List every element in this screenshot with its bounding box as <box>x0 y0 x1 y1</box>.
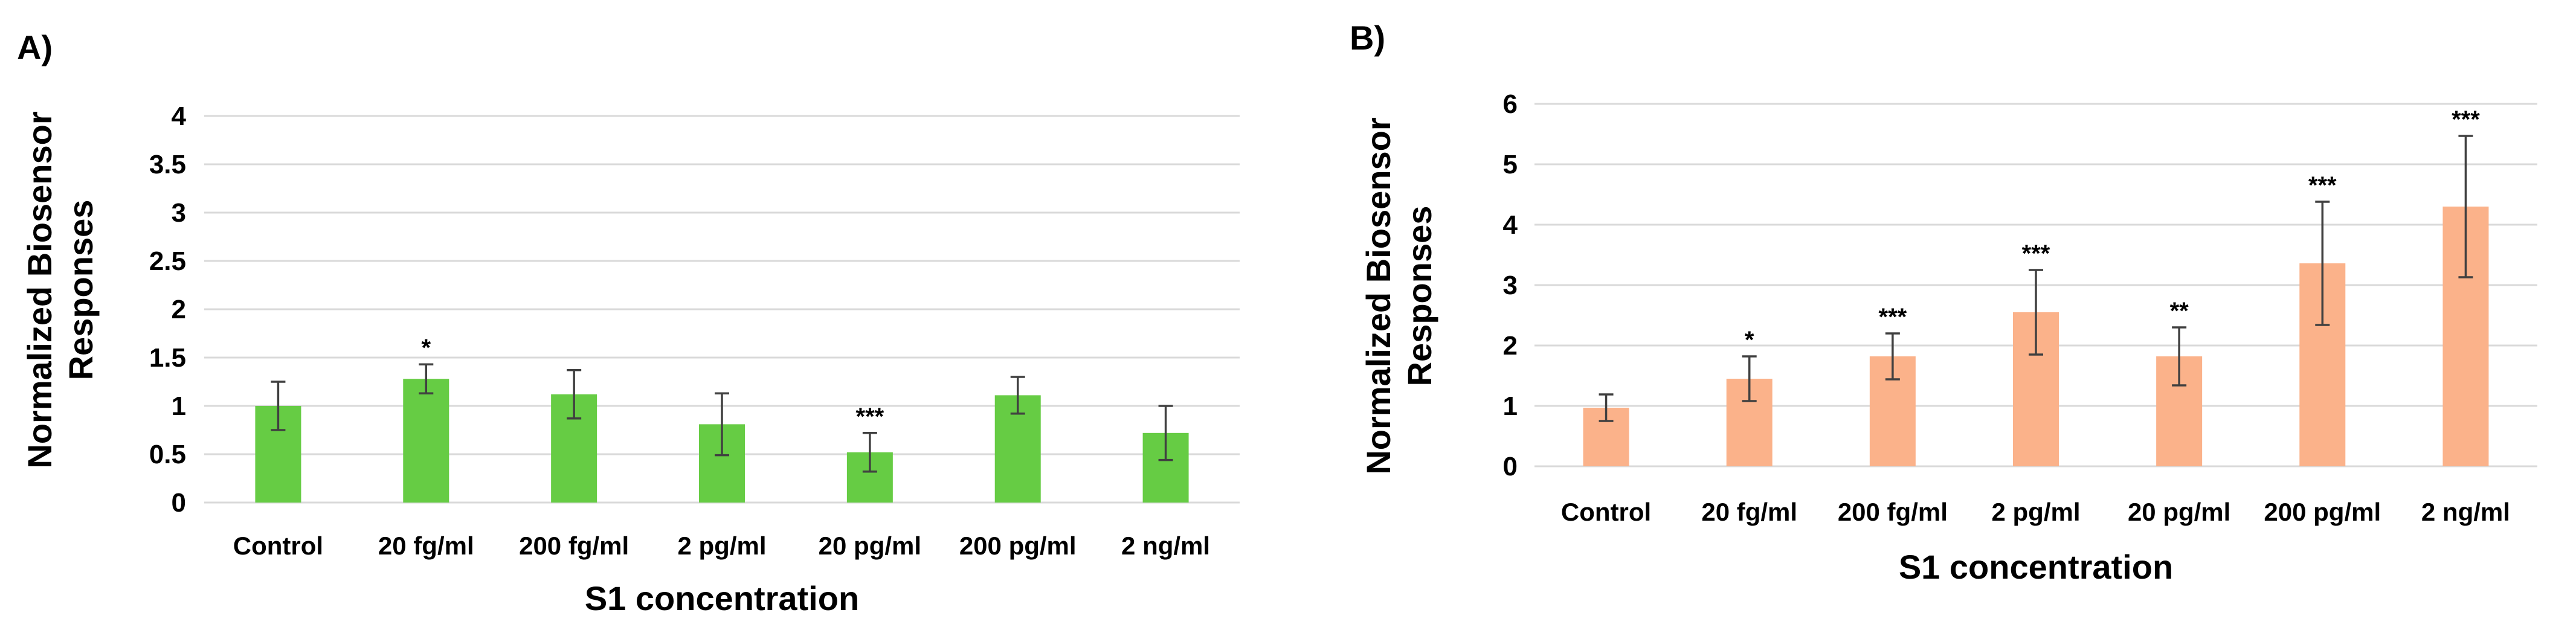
x-category-label: 200 fg/ml <box>1838 498 1948 526</box>
error-bar <box>862 432 877 473</box>
significance-marker: * <box>421 335 431 361</box>
error-bar <box>567 369 582 420</box>
x-category-label: 200 pg/ml <box>2264 498 2381 526</box>
significance-marker: *** <box>2452 106 2480 133</box>
significance-marker: * <box>1745 327 1754 353</box>
y-tick-label: 1 <box>1503 391 1518 421</box>
error-bar <box>1158 405 1173 461</box>
significance-marker: ** <box>2170 298 2189 324</box>
x-category-label: 20 fg/ml <box>1701 498 1797 526</box>
error-bar <box>1599 393 1614 422</box>
x-category-label: 200 pg/ml <box>959 532 1077 560</box>
y-tick-label: 2 <box>172 295 186 324</box>
y-tick-label: 2.5 <box>149 246 186 276</box>
panel-label: A) <box>17 28 53 66</box>
y-tick-label: 6 <box>1503 89 1518 119</box>
y-axis-title-line: Responses <box>1400 206 1438 387</box>
x-category-label: 2 ng/ml <box>2421 498 2510 526</box>
chart-panel-b: B) 0 1 2 3 4 5 6 Normalized Biosensor Responses Co… <box>1350 19 2537 586</box>
panel-label: B) <box>1350 19 1385 57</box>
x-category-label: 20 pg/ml <box>2128 498 2230 526</box>
y-axis-title-line: Normalized Biosensor <box>21 111 59 468</box>
y-tick-label: 0 <box>1503 452 1518 481</box>
significance-marker: *** <box>1879 304 1907 330</box>
error-bar <box>715 392 729 457</box>
x-category-label: 2 pg/ml <box>1991 498 2080 526</box>
y-tick-label: 1 <box>172 391 186 421</box>
x-category-label: 20 pg/ml <box>819 532 921 560</box>
x-category-label: 20 fg/ml <box>378 532 474 560</box>
y-tick-label: 4 <box>1503 210 1518 240</box>
error-bar <box>2458 135 2473 278</box>
y-tick-label: 3.5 <box>149 150 186 179</box>
y-tick-label: 3 <box>1503 271 1518 300</box>
x-category-label: 2 pg/ml <box>677 532 766 560</box>
x-category-label: Control <box>233 532 323 560</box>
bar <box>403 379 449 503</box>
error-bar <box>1742 355 1757 402</box>
y-axis-title: Normalized Biosensor Responses <box>1359 117 1438 474</box>
chart-panel-a: A) 0 0.5 1 1.5 2 2.5 3 3.5 4 Normalized Biosensor R… <box>17 28 1240 617</box>
error-bar <box>1010 376 1025 415</box>
y-axis-title: Normalized Biosensor Responses <box>21 111 100 468</box>
x-category-label: 200 fg/ml <box>519 532 629 560</box>
y-axis-title-line: Normalized Biosensor <box>1359 117 1397 474</box>
error-bar <box>271 381 286 431</box>
y-tick-label: 0.5 <box>149 440 186 469</box>
y-axis-title-line: Responses <box>62 200 100 381</box>
error-bar <box>2172 326 2187 387</box>
significance-marker: *** <box>2308 172 2337 199</box>
significance-marker: *** <box>2022 240 2050 267</box>
y-tick-label: 0 <box>172 488 186 518</box>
x-category-label: Control <box>1561 498 1651 526</box>
x-category-label: 2 ng/ml <box>1121 532 1210 560</box>
y-tick-label: 4 <box>172 101 187 131</box>
error-bar <box>2315 201 2330 326</box>
x-axis-title: S1 concentration <box>585 579 859 617</box>
significance-marker: *** <box>856 403 884 430</box>
y-tick-label: 5 <box>1503 150 1518 179</box>
y-tick-label: 2 <box>1503 331 1518 361</box>
y-tick-label: 3 <box>172 198 186 228</box>
x-axis-title: S1 concentration <box>1899 548 2173 586</box>
y-tick-label: 1.5 <box>149 343 186 373</box>
error-bar <box>419 363 434 394</box>
error-bar <box>2029 269 2043 356</box>
error-bar <box>1885 332 1900 381</box>
